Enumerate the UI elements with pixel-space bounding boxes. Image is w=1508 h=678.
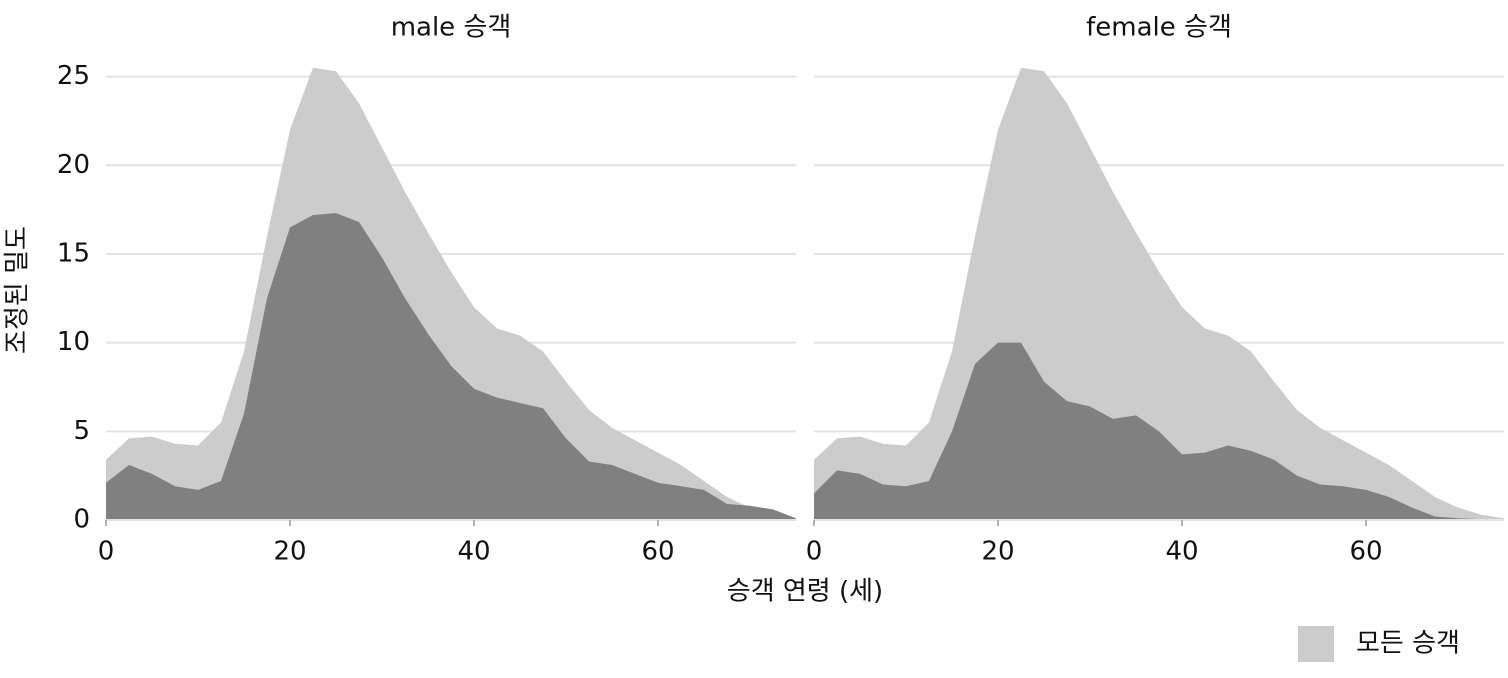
legend-swatch: [1298, 626, 1334, 662]
x-tick-label: 20: [981, 537, 1014, 567]
y-axis-label: 조정된 밀도: [3, 226, 33, 354]
y-tick-label: 10: [57, 327, 90, 357]
y-tick-label: 15: [57, 238, 90, 268]
y-tick-label: 0: [73, 505, 90, 535]
facet-title: female 승객: [1086, 13, 1232, 43]
x-tick-label: 0: [98, 537, 115, 567]
x-tick-label: 40: [457, 537, 490, 567]
y-tick-label: 5: [73, 416, 90, 446]
y-tick-label: 25: [57, 61, 90, 91]
x-tick-label: 0: [806, 537, 823, 567]
x-axis-label: 승객 연령 (세): [727, 577, 883, 607]
x-tick-label: 40: [1165, 537, 1198, 567]
density-area: [106, 213, 796, 521]
x-tick-label: 20: [273, 537, 306, 567]
facet-title: male 승객: [391, 13, 512, 43]
x-tick-label: 60: [1349, 537, 1382, 567]
legend-label: 모든 승객: [1356, 629, 1460, 659]
density-area: [814, 342, 1504, 520]
y-tick-label: 20: [57, 150, 90, 180]
x-tick-label: 60: [641, 537, 674, 567]
